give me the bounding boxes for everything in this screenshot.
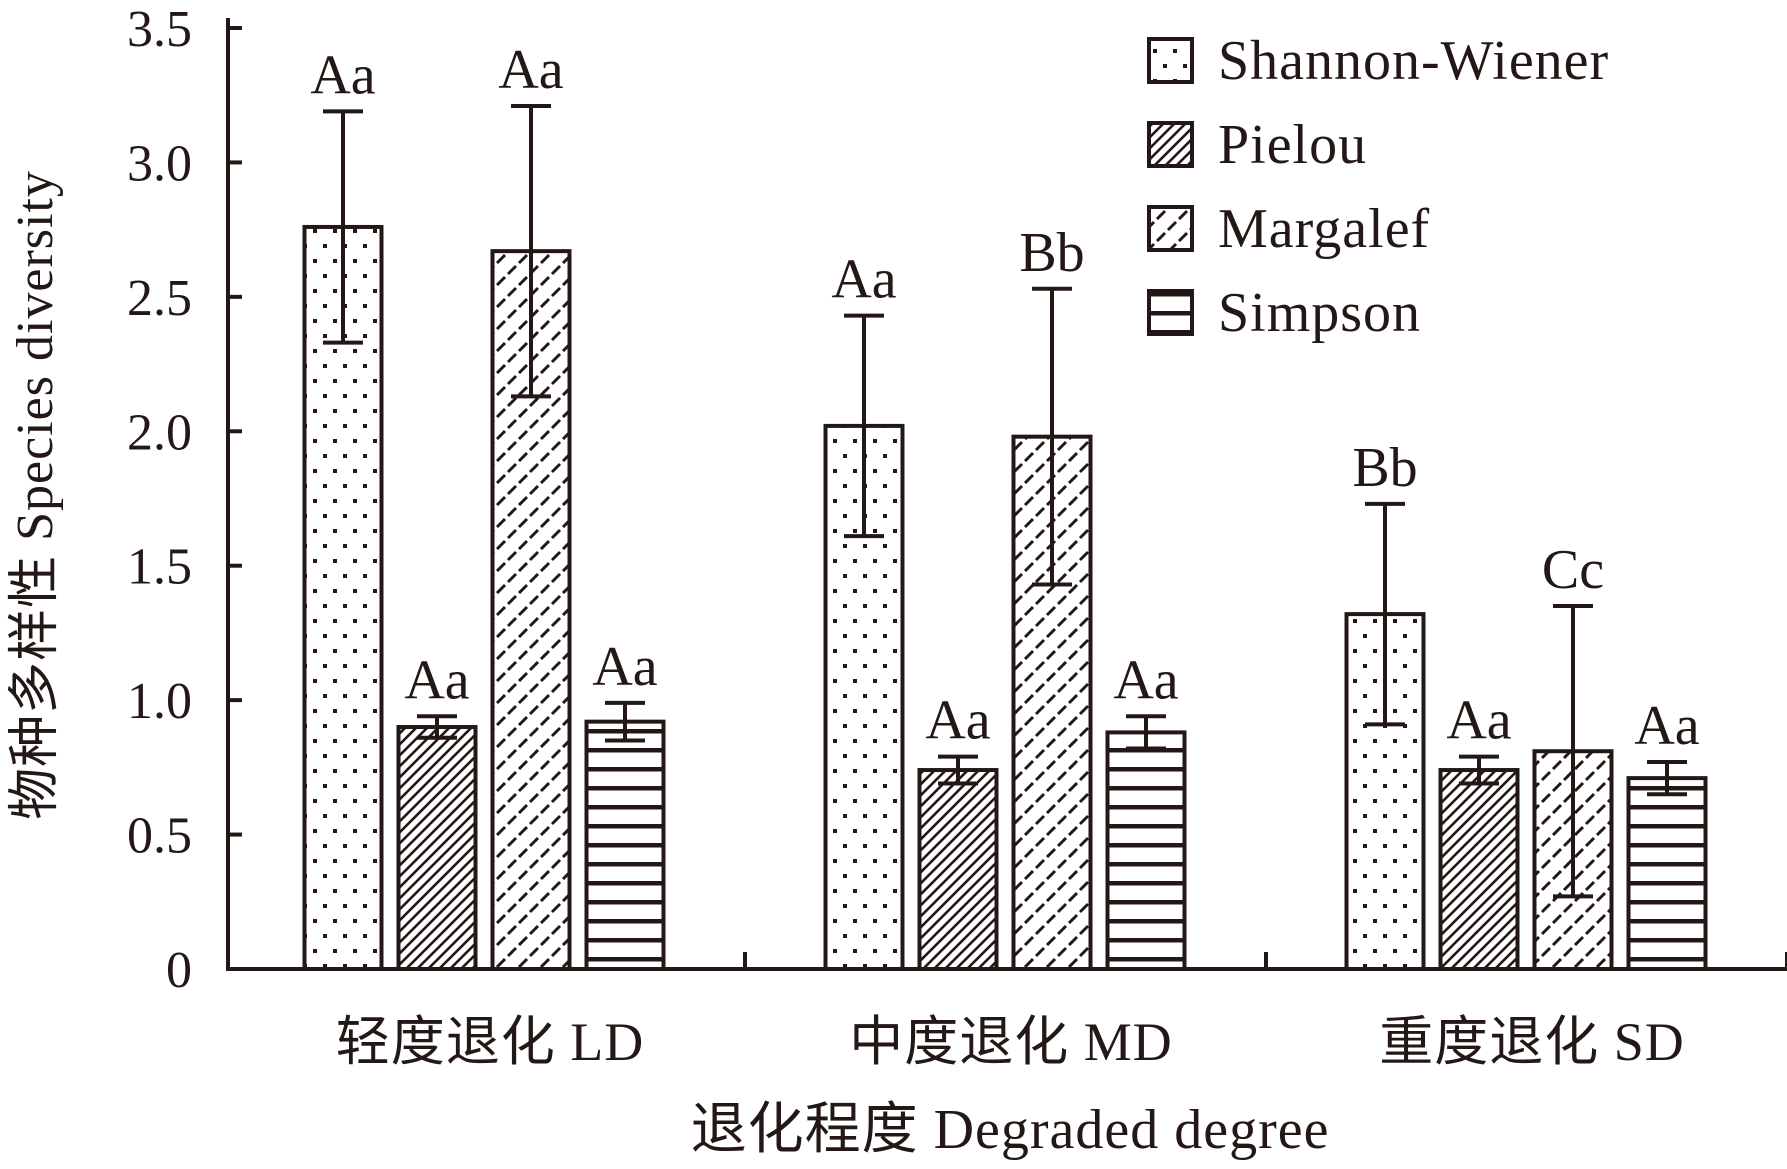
significance-label: Aa [592,636,657,698]
x-category-label: 重度退化 SD [1379,1012,1685,1072]
bar-simpson [584,719,666,971]
legend: Shannon-Wiener Pielou Margalef Simpson [1147,30,1609,344]
bars-layer: Aa Aa Bb Aa Aa Aa Aa Bb Cc Aa Aa Aa [302,39,1708,972]
y-tick-label: 3.5 [127,1,192,58]
significance-label: Aa [404,649,469,711]
significance-label: Aa [498,39,563,101]
y-axis-ticks: 0 0.5 1.0 1.5 2.0 2.5 3.0 3.5 [127,1,242,999]
x-category-label: 轻度退化 LD [336,1012,644,1072]
y-tick-label: 0 [166,942,192,999]
bar-shannon-wiener [302,224,384,971]
significance-label: Bb [1019,222,1084,284]
y-tick-label: 1.5 [127,539,192,596]
y-tick-label: 3.0 [127,135,192,192]
significance-label: Aa [925,690,990,752]
bar-simpson [1105,730,1187,971]
y-tick-label: 2.5 [127,270,192,327]
legend-label: Pielou [1218,114,1367,176]
x-category-label: 中度退化 MD [849,1012,1173,1072]
legend-swatch-shannon-wiener [1147,37,1194,84]
legend-swatch-pielou [1147,121,1194,168]
y-tick-label: 1.0 [127,673,192,730]
legend-swatch-simpson [1147,289,1194,336]
x-axis-title: 退化程度 Degraded degree [691,1099,1330,1161]
x-axis-ticks: 轻度退化 LD 中度退化 MD 重度退化 SD [336,952,1787,1072]
bar-pielou [396,725,478,971]
significance-label: Aa [1634,695,1699,757]
significance-label: Aa [831,249,896,311]
bar-pielou [917,768,999,971]
y-axis-title: 物种多样性 Species diversity [7,170,64,820]
bar-simpson [1626,776,1708,972]
significance-label: Bb [1352,437,1417,499]
bar-pielou [1438,768,1520,971]
y-tick-label: 2.0 [127,404,192,461]
significance-label: Aa [1113,649,1178,711]
legend-swatch-margalef [1147,205,1194,252]
significance-label: Aa [1446,690,1511,752]
y-tick-label: 0.5 [127,808,192,865]
significance-label: Cc [1542,539,1604,601]
legend-label: Margalef [1218,198,1430,260]
significance-label: Aa [310,44,375,106]
legend-label: Simpson [1218,282,1421,344]
legend-label: Shannon-Wiener [1218,30,1609,92]
